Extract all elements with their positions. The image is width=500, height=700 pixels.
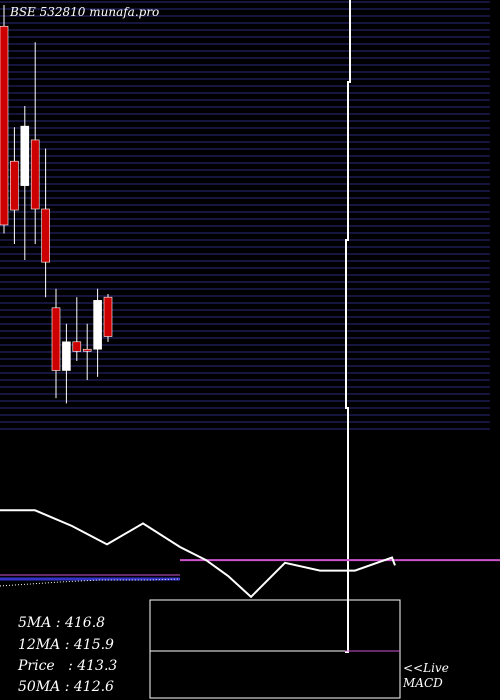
candle-body xyxy=(51,307,61,371)
candle-body xyxy=(30,139,40,210)
live-link[interactable]: <<Live xyxy=(403,661,449,675)
candle-body xyxy=(10,160,19,211)
moving-average-box xyxy=(149,599,401,699)
price-gridlines xyxy=(0,1,490,430)
candle-body xyxy=(41,208,50,263)
ma5-label: 5MA : 416.8 xyxy=(18,615,106,631)
price-label: Price : 413.3 xyxy=(18,658,118,674)
candle-body xyxy=(20,125,30,186)
chart-title: BSE 532810 munafa.pro xyxy=(10,5,160,19)
candle-body xyxy=(72,341,82,352)
candle-body xyxy=(62,341,71,371)
ma50-label: 50MA : 412.6 xyxy=(18,679,114,695)
candlestick-series xyxy=(0,5,113,404)
candle-body xyxy=(82,348,92,352)
indicator-vertical-lines xyxy=(345,0,351,653)
candle-body xyxy=(93,300,102,350)
ma12-label: 12MA : 415.9 xyxy=(18,637,114,653)
macd-line xyxy=(0,509,396,599)
ma-box-border xyxy=(149,599,401,699)
macd-panel xyxy=(0,509,500,599)
candle-body xyxy=(0,25,9,226)
macd-label: MACD xyxy=(403,676,443,690)
candle-body xyxy=(103,296,113,337)
indicator-line xyxy=(345,0,351,653)
